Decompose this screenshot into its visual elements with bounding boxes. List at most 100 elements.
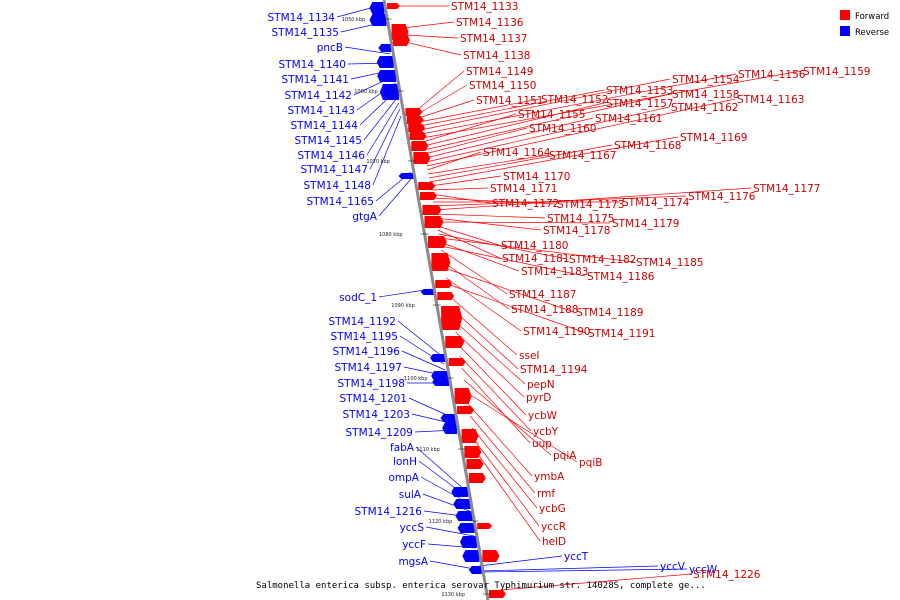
forward-gene-label[interactable]: STM14_1158 xyxy=(672,89,739,101)
reverse-gene-label[interactable]: STM14_1195 xyxy=(331,331,398,343)
forward-gene-label[interactable]: STM14_1194 xyxy=(520,364,588,376)
forward-gene-label[interactable]: pyrD xyxy=(526,392,551,404)
forward-gene-label[interactable]: STM14_1133 xyxy=(451,1,518,13)
forward-gene-label[interactable]: STM14_1167 xyxy=(549,150,616,162)
forward-feature xyxy=(466,459,484,469)
forward-gene-label[interactable]: pqiA xyxy=(553,450,577,462)
forward-gene-label[interactable]: ycbY xyxy=(533,426,559,438)
forward-gene-label[interactable]: STM14_1190 xyxy=(523,326,590,338)
forward-gene-label[interactable]: yccR xyxy=(541,521,566,533)
forward-gene-label[interactable]: STM14_1188 xyxy=(511,304,578,316)
reverse-gene-label[interactable]: yccV xyxy=(660,561,686,573)
forward-gene-label[interactable]: STM14_1226 xyxy=(693,569,761,581)
forward-gene-label[interactable]: STM14_1159 xyxy=(803,66,870,78)
forward-gene-label[interactable]: STM14_1186 xyxy=(587,271,655,283)
forward-gene-label[interactable]: STM14_1191 xyxy=(588,328,655,340)
reverse-gene-label[interactable]: STM14_1134 xyxy=(268,12,336,24)
forward-gene-label[interactable]: STM14_1179 xyxy=(612,218,679,230)
forward-gene-label[interactable]: STM14_1161 xyxy=(595,113,662,125)
reverse-gene-label[interactable]: STM14_1198 xyxy=(338,378,405,390)
forward-gene-label[interactable]: helD xyxy=(542,536,566,548)
forward-feature xyxy=(454,388,472,404)
forward-gene-label[interactable]: STM14_1172 xyxy=(492,198,559,210)
forward-leader xyxy=(465,391,578,463)
reverse-gene-label[interactable]: STM14_1144 xyxy=(291,120,359,132)
forward-gene-label[interactable]: ycbW xyxy=(528,410,558,422)
reverse-gene-label[interactable]: gtgA xyxy=(352,211,377,223)
reverse-gene-label[interactable]: STM14_1143 xyxy=(288,105,355,117)
forward-gene-label[interactable]: STM14_1178 xyxy=(543,225,610,237)
forward-gene-label[interactable]: STM14_1180 xyxy=(501,240,568,252)
reverse-gene-label[interactable]: STM14_1146 xyxy=(298,150,366,162)
reverse-gene-label[interactable]: mgsA xyxy=(398,556,428,568)
reverse-gene-label[interactable]: STM14_1147 xyxy=(301,164,368,176)
forward-gene-label[interactable]: STM14_1173 xyxy=(557,199,624,211)
forward-gene-label[interactable]: STM14_1151 xyxy=(476,95,543,107)
reverse-gene-label[interactable]: STM14_1201 xyxy=(340,393,407,405)
forward-gene-label[interactable]: STM14_1137 xyxy=(460,33,527,45)
forward-gene-label[interactable]: sseI xyxy=(519,350,540,362)
forward-gene-label[interactable]: STM14_1138 xyxy=(463,50,530,62)
reverse-feature xyxy=(459,536,477,548)
forward-gene-label[interactable]: STM14_1162 xyxy=(671,102,738,114)
reverse-gene-label[interactable]: STM14_1148 xyxy=(304,180,371,192)
forward-leader xyxy=(435,213,546,219)
reverse-gene-label[interactable]: lonH xyxy=(393,456,417,468)
forward-gene-label[interactable]: STM14_1155 xyxy=(518,109,585,121)
reverse-gene-label[interactable]: yccW xyxy=(689,564,718,576)
reverse-gene-label[interactable]: ompA xyxy=(388,472,419,484)
forward-gene-label[interactable]: STM14_1169 xyxy=(680,132,747,144)
forward-leader xyxy=(445,277,522,332)
forward-gene-label[interactable]: uup xyxy=(532,438,552,450)
forward-gene-label[interactable]: STM14_1177 xyxy=(753,183,820,195)
reverse-gene-label[interactable]: yccF xyxy=(402,539,426,551)
forward-gene-label[interactable]: ycbG xyxy=(539,503,566,515)
reverse-gene-label[interactable]: STM14_1140 xyxy=(279,59,346,71)
forward-gene-label[interactable]: STM14_1154 xyxy=(672,74,740,86)
reverse-gene-label[interactable]: STM14_1192 xyxy=(329,316,396,328)
forward-gene-label[interactable]: STM14_1152 xyxy=(541,94,608,106)
forward-gene-label[interactable]: ymbA xyxy=(534,471,565,483)
forward-gene-label[interactable]: STM14_1171 xyxy=(490,183,557,195)
forward-gene-label[interactable]: STM14_1150 xyxy=(469,80,536,92)
forward-gene-label[interactable]: STM14_1185 xyxy=(636,257,703,269)
legend-forward-swatch xyxy=(840,10,850,20)
reverse-gene-label[interactable]: STM14_1216 xyxy=(355,506,423,518)
forward-gene-label[interactable]: STM14_1153 xyxy=(606,85,673,97)
forward-gene-label[interactable]: pepN xyxy=(527,379,555,391)
reverse-gene-label[interactable]: STM14_1165 xyxy=(307,196,374,208)
forward-gene-label[interactable]: STM14_1176 xyxy=(688,191,756,203)
reverse-gene-label[interactable]: STM14_1142 xyxy=(285,90,352,102)
reverse-gene-label[interactable]: STM14_1135 xyxy=(272,27,339,39)
forward-gene-label[interactable]: STM14_1168 xyxy=(614,140,681,152)
reverse-gene-label[interactable]: STM14_1197 xyxy=(335,362,402,374)
reverse-gene-label[interactable]: fabA xyxy=(390,442,415,454)
forward-gene-label[interactable]: STM14_1174 xyxy=(622,197,690,209)
forward-gene-label[interactable]: STM14_1182 xyxy=(569,254,636,266)
reverse-gene-label[interactable]: STM14_1196 xyxy=(333,346,401,358)
reverse-gene-label[interactable]: STM14_1145 xyxy=(295,135,362,147)
reverse-gene-label[interactable]: yccS xyxy=(400,522,425,534)
forward-gene-label[interactable]: STM14_1156 xyxy=(738,69,806,81)
forward-gene-label[interactable]: rmf xyxy=(537,488,555,500)
reverse-gene-label[interactable]: pncB xyxy=(317,42,343,54)
forward-gene-label[interactable]: STM14_1175 xyxy=(547,213,614,225)
forward-gene-label[interactable]: STM14_1163 xyxy=(737,94,804,106)
forward-gene-label[interactable]: STM14_1160 xyxy=(529,123,596,135)
forward-gene-label[interactable]: pqiB xyxy=(579,457,602,469)
forward-gene-label[interactable]: STM14_1136 xyxy=(456,17,524,29)
forward-gene-label[interactable]: STM14_1181 xyxy=(502,253,569,265)
reverse-gene-label[interactable]: STM14_1209 xyxy=(346,427,413,439)
reverse-gene-label[interactable]: STM14_1203 xyxy=(343,409,410,421)
forward-gene-label[interactable]: STM14_1170 xyxy=(503,171,570,183)
forward-gene-label[interactable]: STM14_1189 xyxy=(576,307,643,319)
forward-gene-label[interactable]: STM14_1164 xyxy=(483,147,551,159)
reverse-gene-label[interactable]: yccT xyxy=(564,551,589,563)
forward-gene-label[interactable]: STM14_1157 xyxy=(606,98,673,110)
reverse-gene-label[interactable]: STM14_1141 xyxy=(282,74,349,86)
reverse-gene-label[interactable]: sulA xyxy=(399,489,422,501)
forward-gene-label[interactable]: STM14_1187 xyxy=(509,289,576,301)
forward-gene-label[interactable]: STM14_1183 xyxy=(521,266,588,278)
forward-gene-label[interactable]: STM14_1149 xyxy=(466,66,533,78)
reverse-gene-label[interactable]: sodC_1 xyxy=(339,292,377,304)
